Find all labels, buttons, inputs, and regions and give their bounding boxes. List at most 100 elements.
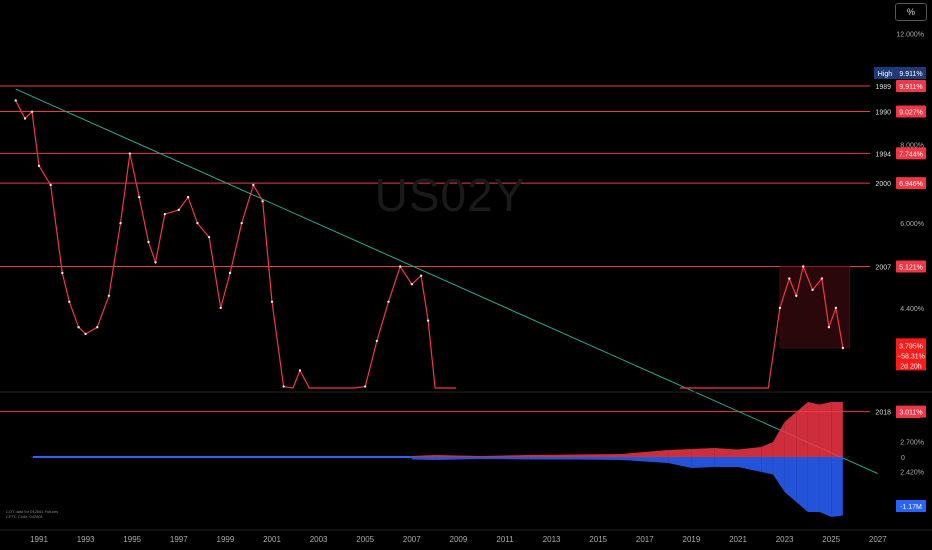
price-point [84, 332, 87, 336]
price-point [795, 294, 798, 297]
price-point [147, 240, 150, 244]
price-point [419, 274, 423, 277]
level-year-label: 2000 [875, 181, 891, 188]
cot-zero-label: 0 [901, 455, 905, 462]
cot-long-bars [784, 412, 797, 457]
symbol-watermark: US02Y [374, 169, 526, 221]
range-box [779, 266, 851, 349]
price-point [30, 110, 34, 113]
price-axis-label: 2.420% [900, 469, 924, 476]
level-value-tag [896, 405, 926, 418]
cot-legend-line-2: CFTC Code: 042601 [6, 514, 43, 519]
level-lines [0, 85, 870, 413]
time-axis-label: 1999 [217, 535, 235, 544]
cot-short-bars [481, 457, 529, 460]
price-point [811, 288, 814, 292]
price-point [196, 221, 199, 225]
price-axis-label: 2.700% [900, 439, 924, 446]
time-axis-label: 2015 [589, 535, 607, 544]
price-point [788, 277, 791, 280]
cot-long-bars [435, 455, 482, 457]
price-point [14, 99, 17, 102]
cot-long-bars [831, 402, 843, 457]
price-axis-label: 4.400% [900, 306, 924, 313]
time-axis-label: 2013 [543, 535, 561, 544]
price-point [270, 300, 274, 303]
time-axis-label: 1993 [77, 535, 95, 544]
cot-long-bars [807, 402, 820, 457]
level-value-tag [896, 80, 926, 92]
trendline-layer [15, 88, 879, 475]
high-value-text: 9.911% [899, 71, 922, 78]
cot-legend-line-1: COT data for 042601 Futures [6, 509, 59, 514]
cot-histogram: 01.1M-1.17M [0, 391, 932, 517]
cot-short-bars [807, 457, 820, 512]
time-axis-label: 2005 [356, 535, 374, 544]
cot-short-bars [784, 457, 797, 502]
cot-long-bars [574, 454, 622, 457]
price-point [61, 271, 64, 275]
cot-long-bars [714, 448, 738, 457]
cot-long-bars [691, 448, 715, 457]
price-point [282, 385, 285, 388]
level-year-label: 1994 [875, 151, 891, 158]
cot-short-bars [621, 457, 669, 463]
price-axis-label: 12.000% [896, 32, 924, 39]
level-value-tag [896, 177, 926, 190]
price-point [23, 117, 27, 120]
level-value-text: 9.027% [899, 110, 923, 117]
price-point [154, 261, 157, 264]
level-value-text: 5.121% [899, 264, 923, 271]
cot-legend: COT data for 042601 Futures CFTC Code: 0… [6, 509, 58, 519]
cot-short-bars [738, 457, 762, 472]
price-point [186, 195, 190, 199]
cot-short-bars [528, 457, 575, 460]
level-value-text: 6.946% [899, 181, 923, 188]
cot-long-bars [481, 455, 529, 457]
level-tags: 1989 9.911% 1990 9.027% 1994 7.744% 2000 6.946%… [874, 67, 926, 418]
cot-long-bars [411, 455, 436, 457]
price-point [49, 183, 52, 187]
price-point [252, 183, 255, 187]
level-year-label: 2007 [875, 264, 891, 271]
cot-long-bars [772, 422, 785, 457]
range-box-layer [779, 266, 851, 349]
trendline [15, 88, 879, 475]
price-point [841, 346, 845, 350]
cot-short-value: -1.17M [900, 504, 922, 511]
level-value-tag [896, 260, 926, 273]
price-point [261, 200, 264, 203]
time-axis-label: 1991 [30, 535, 48, 544]
last-price-value: 3.795% [899, 343, 923, 350]
cot-short-bars [411, 457, 436, 460]
level-year-label: 1990 [875, 110, 891, 117]
level-value-text: 9.911% [899, 84, 922, 91]
price-point [96, 326, 99, 329]
time-axis-label: 2017 [636, 535, 654, 544]
last-price-change: −58.31% [897, 353, 925, 360]
price-point [820, 277, 824, 280]
last-price-tag [896, 338, 926, 371]
price-point [228, 271, 232, 275]
price-point [207, 235, 211, 239]
cot-long-bars [668, 449, 692, 457]
price-point [37, 164, 41, 168]
price-line-segment [679, 264, 844, 389]
price-point [364, 385, 367, 388]
price-axis: 12.000% 8.000% 6.000% 4.400% 2.700% 2.420% [896, 32, 924, 477]
price-point [426, 319, 430, 322]
percent-scale-button[interactable]: % [895, 3, 927, 21]
cot-short-bars [435, 457, 482, 460]
price-point [137, 195, 141, 199]
level-value-tag [896, 147, 926, 160]
cot-short-bars [772, 457, 785, 492]
price-point [240, 221, 243, 225]
price-point [219, 306, 222, 310]
price-point [163, 213, 167, 216]
cot-long-bars [796, 402, 808, 457]
high-label-bg [874, 67, 896, 79]
price-point [802, 265, 805, 268]
price-point [298, 369, 302, 372]
time-axis-label: 1995 [123, 535, 141, 544]
